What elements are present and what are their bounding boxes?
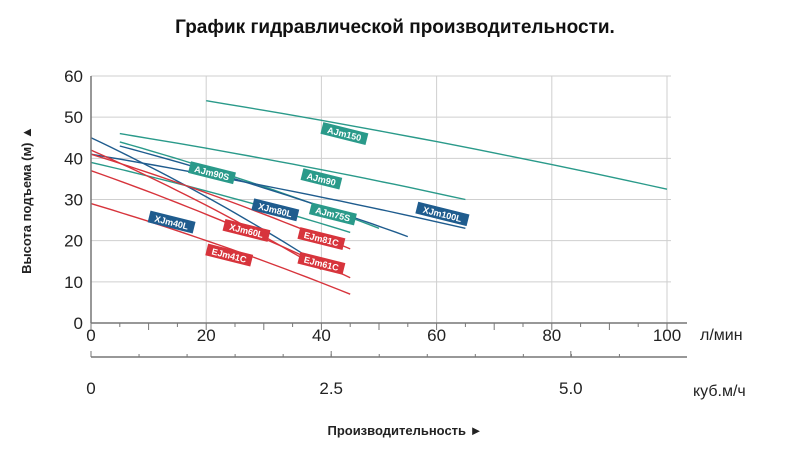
- series-line-xjm100l: [90, 153, 466, 229]
- x-tick-label-40: 40: [312, 326, 331, 345]
- series-tag-xjm40l: XJm40L: [147, 210, 196, 234]
- y-axis-label: Высота подъема (м) ▲: [19, 126, 34, 274]
- series-tag-xjm60l: XJm60L: [222, 218, 271, 242]
- x-tick-label-0: 0: [86, 326, 95, 345]
- series-tag-box: [300, 168, 343, 190]
- axes: 0 10 20 30 40 50 60 0 20 40 60 80 100 л/мин 0 2.5 5.0 куб…: [19, 67, 746, 438]
- x-tick-label-80: 80: [542, 326, 561, 345]
- series-tag-box: [415, 201, 470, 227]
- series-tag-box: [147, 210, 196, 234]
- x2-tick-label-2: 5.0: [559, 379, 583, 398]
- series-line-xjm80l: [119, 145, 409, 238]
- y-tick-label-0: 0: [74, 314, 83, 333]
- series-tag-box: [297, 227, 346, 251]
- x2-tick-label-0: 0: [86, 379, 95, 398]
- chart-title: График гидравлической производительности…: [175, 17, 615, 38]
- series-line-ajm150: [206, 100, 668, 190]
- y-tick-label-60: 60: [64, 67, 83, 86]
- grid: [91, 75, 671, 323]
- x-unit-label: л/мин: [700, 327, 743, 344]
- series-tag-box: [222, 218, 271, 242]
- series-line-ajm90: [119, 132, 466, 201]
- x-tick-label-100: 100: [653, 326, 681, 345]
- y-tick-label-40: 40: [64, 149, 83, 168]
- x2-unit-label: куб.м/ч: [693, 383, 746, 400]
- y-tick-label-10: 10: [64, 273, 83, 292]
- series-tag-label: XJm100L: [422, 205, 463, 224]
- series-tag-box: [297, 251, 346, 275]
- series-line-ejm41c: [90, 202, 351, 295]
- y-tick-label-20: 20: [64, 232, 83, 251]
- y-tick-label-30: 30: [64, 191, 83, 210]
- series-tag-xjm80l: XJm80L: [251, 198, 300, 222]
- series-tag-ajm90s: AJm90S: [188, 161, 236, 185]
- series-tag-box: [320, 122, 369, 146]
- series-tag-ajm150: AJm150: [320, 122, 369, 146]
- series-tag-ejm41c: EJm41C: [205, 243, 254, 267]
- series-line-xjm40l: [90, 137, 322, 266]
- y-tick-label-50: 50: [64, 108, 83, 127]
- series-tag-box: [188, 161, 236, 185]
- x-tick-label-60: 60: [427, 326, 446, 345]
- x2-tick-label-1: 2.5: [319, 379, 343, 398]
- series-tag-box: [205, 243, 254, 267]
- x-axis-label: Производительность ►: [327, 423, 482, 438]
- series-line-ajm75s: [90, 161, 351, 234]
- x-tick-label-20: 20: [197, 326, 216, 345]
- series-tag-box: [251, 198, 300, 222]
- series-tag-box: [308, 202, 357, 226]
- series-lines: [90, 100, 668, 295]
